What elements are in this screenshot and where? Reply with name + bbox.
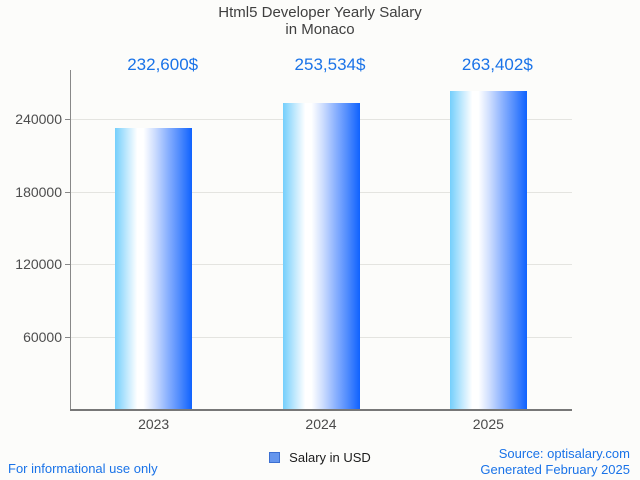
x-axis-label-2025: 2025	[472, 416, 504, 432]
y-tick-label-60000: 60000	[23, 328, 62, 345]
chart-title: Html5 Developer Yearly Salary in Monaco	[0, 4, 640, 38]
y-tick-60000	[65, 336, 70, 338]
bar-2025	[449, 90, 527, 409]
x-axis-label-2023: 2023	[138, 416, 170, 432]
disclaimer-text: For informational use only	[8, 461, 158, 476]
y-axis	[70, 70, 71, 410]
y-tick-180000	[65, 191, 70, 193]
chart-title-line-2: in Monaco	[285, 21, 355, 38]
source-link[interactable]: Source: optisalary.com	[498, 446, 630, 461]
y-tick-120000	[65, 264, 70, 265]
chart-title-line-1: Html5 Developer Yearly Salary	[218, 4, 422, 21]
value-label-2023: 232,600$	[127, 55, 199, 74]
bar-2024	[282, 102, 360, 409]
bar-2023	[115, 127, 193, 409]
footer-source-block: Source: optisalary.com Generated Februar…	[480, 446, 630, 478]
value-label-2025: 263,402$	[461, 55, 533, 74]
legend[interactable]: Salary in USD	[0, 450, 640, 465]
legend-swatch-icon	[269, 452, 281, 463]
x-axis-label-2024: 2024	[305, 416, 337, 432]
y-tick-label-120000: 120000	[15, 256, 62, 272]
x-axis	[70, 409, 572, 411]
y-tick-label-240000: 240000	[15, 111, 62, 127]
legend-label: Salary in USD	[289, 450, 371, 465]
y-tick-240000	[65, 119, 70, 120]
generated-date: Generated February 2025	[480, 462, 630, 477]
y-tick-label-180000: 180000	[15, 183, 62, 200]
value-label-2024: 253,534$	[294, 55, 366, 74]
